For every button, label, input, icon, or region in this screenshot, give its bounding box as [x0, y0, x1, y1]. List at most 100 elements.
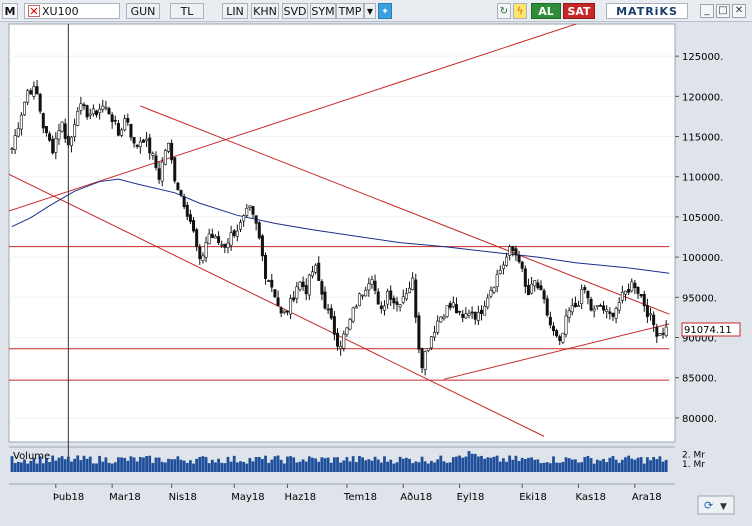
- candle-body: [217, 236, 221, 243]
- candle-body: [357, 293, 361, 307]
- volume-bar: [176, 456, 180, 472]
- volume-bar: [254, 457, 258, 472]
- candle-body: [73, 124, 77, 137]
- candle-body: [179, 190, 183, 196]
- volume-bar: [23, 459, 26, 472]
- scale-lin-button[interactable]: LIN: [222, 3, 248, 19]
- candle-body: [88, 113, 92, 116]
- volume-bar: [564, 457, 568, 472]
- price-chart[interactable]: 125000. 120000. 115000. 110000. 105000. 10000…: [0, 22, 752, 522]
- volume-bar: [495, 455, 499, 472]
- y-tick-label: 105000.: [682, 213, 723, 224]
- volume-bar: [552, 456, 555, 472]
- volume-bar: [649, 460, 652, 472]
- candle-body: [13, 135, 17, 150]
- candle-body: [620, 291, 624, 301]
- volume-bar: [658, 456, 662, 472]
- candle-body: [382, 305, 386, 311]
- candle-body: [69, 136, 73, 146]
- volume-bar: [201, 456, 205, 472]
- plot-frame: [8, 23, 676, 443]
- volume-bar: [430, 460, 433, 472]
- candle-body: [276, 297, 280, 306]
- candle-body: [336, 332, 340, 347]
- candle-body: [545, 298, 549, 316]
- period-gun-button[interactable]: GUN: [126, 3, 160, 19]
- khn-button[interactable]: KHN: [251, 3, 279, 19]
- chevron-down-icon[interactable]: ▼: [720, 502, 727, 512]
- sym-button[interactable]: SYM: [310, 3, 336, 19]
- svd-button[interactable]: SVD: [282, 3, 308, 19]
- candle-body: [411, 277, 415, 290]
- volume-bar: [558, 462, 562, 472]
- volume-bar: [242, 461, 246, 472]
- candle-body: [558, 336, 562, 341]
- symbol-selector[interactable]: ✕ XU100: [24, 3, 120, 19]
- volume-bar: [286, 456, 289, 472]
- refresh-icon[interactable]: ↻: [497, 3, 511, 19]
- x-tick-label: Mar18: [109, 492, 141, 503]
- candle-body: [442, 316, 446, 319]
- volume-bar: [401, 458, 405, 472]
- volume-bar: [63, 459, 67, 472]
- volume-bar: [539, 463, 543, 472]
- candle-body: [408, 287, 412, 294]
- minimize-icon[interactable]: _: [700, 4, 714, 18]
- sync-icon[interactable]: ⟳: [704, 499, 713, 512]
- trend-line: [140, 105, 670, 315]
- twitter-icon[interactable]: ✦: [378, 3, 392, 19]
- candle-body: [373, 280, 377, 291]
- volume-bar: [411, 463, 415, 472]
- candle-body: [279, 307, 283, 314]
- candle-body: [145, 138, 149, 142]
- candle-body: [91, 108, 95, 115]
- volume-bar: [145, 456, 148, 472]
- volume-bar: [611, 455, 615, 472]
- volume-bar: [26, 463, 30, 472]
- maximize-icon[interactable]: □: [716, 4, 730, 18]
- candle-body: [23, 101, 27, 116]
- volume-bar: [13, 463, 17, 472]
- volume-bar: [574, 459, 577, 472]
- tmp-button[interactable]: TMP: [336, 3, 364, 19]
- volume-bar: [373, 456, 377, 472]
- candle-body: [317, 262, 321, 281]
- candle-body: [589, 298, 593, 311]
- candle-body: [282, 310, 286, 313]
- sell-button[interactable]: SAT: [563, 3, 595, 19]
- volume-bar: [514, 455, 518, 472]
- volume-bar: [439, 455, 443, 472]
- candle-body: [433, 332, 437, 338]
- candle-body: [54, 138, 58, 153]
- candle-body: [583, 287, 587, 291]
- candle-body: [292, 297, 296, 301]
- volume-bar: [517, 460, 521, 472]
- buy-button[interactable]: AL: [531, 3, 561, 19]
- candle-body: [326, 308, 330, 311]
- candle-body: [361, 294, 365, 297]
- currency-tl-button[interactable]: TL: [170, 3, 204, 19]
- volume-bar: [508, 455, 512, 472]
- volume-bar: [480, 455, 483, 472]
- candle-body: [514, 248, 518, 256]
- candle-body: [495, 274, 499, 287]
- candle-body: [63, 123, 67, 139]
- dropdown-arrow-icon[interactable]: ▼: [364, 3, 376, 19]
- candle-body: [492, 287, 496, 293]
- matriks-logo-icon: M: [2, 3, 18, 19]
- volume-bar: [570, 459, 574, 472]
- volume-bar: [530, 457, 533, 472]
- settings-button[interactable]: [697, 495, 735, 515]
- chart-area[interactable]: 125000. 120000. 115000. 110000. 105000. 10000…: [0, 22, 752, 522]
- close-window-icon[interactable]: ✕: [732, 4, 746, 18]
- volume-bar: [129, 456, 133, 472]
- x-tick-label: Þub18: [53, 492, 84, 503]
- candle-body: [157, 168, 161, 180]
- flash-icon[interactable]: ϟ: [513, 3, 527, 19]
- close-icon[interactable]: ✕: [28, 5, 40, 18]
- candle-body: [323, 291, 327, 309]
- volume-bar: [173, 459, 177, 472]
- volume-bar: [602, 458, 605, 472]
- volume-bar: [423, 461, 427, 472]
- volume-bar: [605, 462, 609, 472]
